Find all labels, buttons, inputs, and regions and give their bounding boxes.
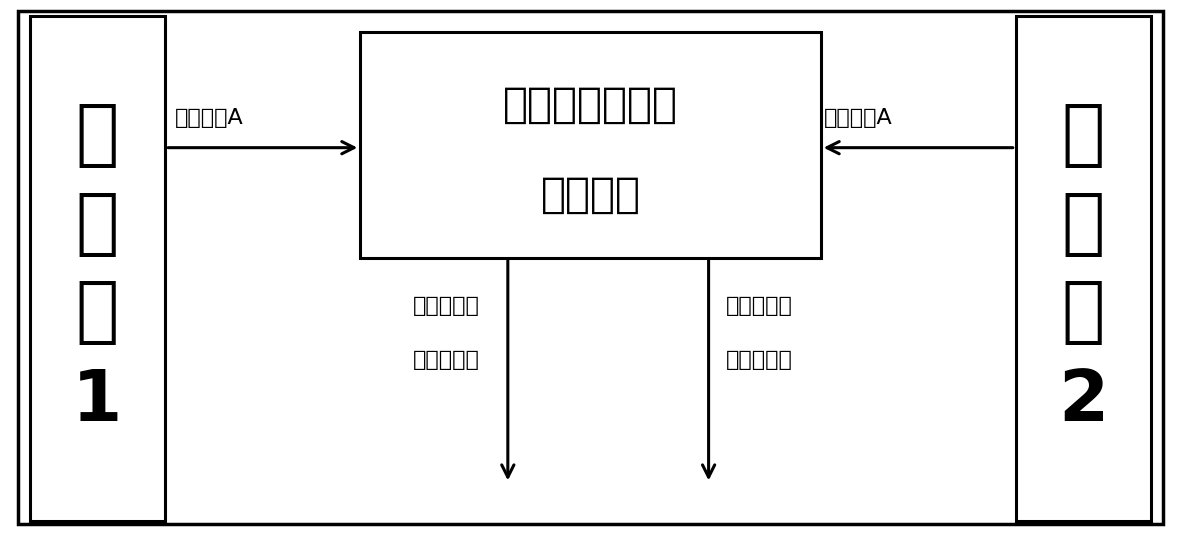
Bar bbox=[360, 32, 821, 258]
Text: 1: 1 bbox=[72, 367, 123, 436]
Text: 出控制信号: 出控制信号 bbox=[726, 350, 794, 370]
Text: 系: 系 bbox=[1062, 101, 1105, 170]
Text: 切换电路: 切换电路 bbox=[541, 173, 640, 216]
Text: 卡: 卡 bbox=[1062, 278, 1105, 347]
Text: 副卡数据输: 副卡数据输 bbox=[726, 296, 794, 316]
Text: 主卡信号A: 主卡信号A bbox=[175, 108, 243, 128]
Text: 主卡数据输: 主卡数据输 bbox=[413, 296, 481, 316]
Text: 统: 统 bbox=[1062, 190, 1105, 259]
Bar bbox=[30, 16, 165, 521]
Text: 系: 系 bbox=[76, 101, 119, 170]
Text: 统: 统 bbox=[76, 190, 119, 259]
Text: 出控制信号: 出控制信号 bbox=[413, 350, 481, 370]
Bar bbox=[1016, 16, 1151, 521]
Text: 副卡信号A: 副卡信号A bbox=[824, 108, 893, 128]
Text: 2: 2 bbox=[1058, 367, 1109, 436]
Text: 卡: 卡 bbox=[76, 278, 119, 347]
Text: 主副卡输出信号: 主副卡输出信号 bbox=[503, 83, 678, 126]
